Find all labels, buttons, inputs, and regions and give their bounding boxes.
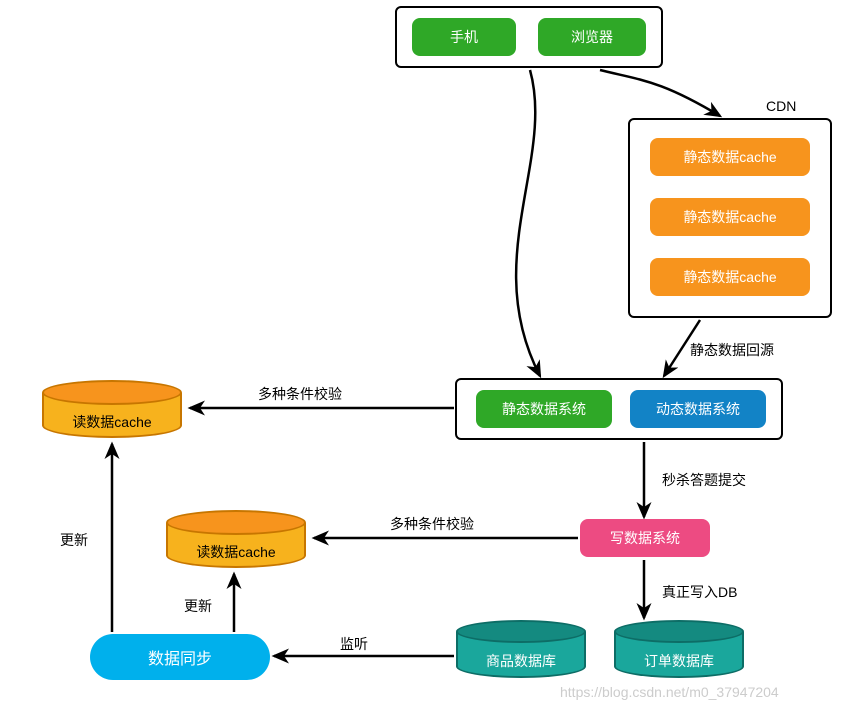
edge-label-systems_to_write: 秒杀答题提交 <box>662 470 746 490</box>
edge-label-cdn_to_systems: 静态数据回源 <box>690 340 774 360</box>
edge-clients_to_systems <box>516 70 540 376</box>
node-dynamic_sys: 动态数据系统 <box>630 390 766 428</box>
cylinder-goods_db: 商品数据库 <box>456 620 586 678</box>
cylinder-order_db: 订单数据库 <box>614 620 744 678</box>
watermark-text: https://blog.csdn.net/m0_37947204 <box>560 684 779 700</box>
cdn-label: CDN <box>766 98 796 114</box>
cylinder-label-goods_db: 商品数据库 <box>456 651 586 671</box>
cylinder-label-read_cache1: 读数据cache <box>42 412 182 432</box>
edge-label-sync_to_cache1: 更新 <box>60 530 88 550</box>
edge-label-write_to_db: 真正写入DB <box>662 582 737 602</box>
edge-browser_to_cdn <box>600 70 720 116</box>
node-phone: 手机 <box>412 18 516 56</box>
node-cache3: 静态数据cache <box>650 258 810 296</box>
node-data_sync: 数据同步 <box>90 634 270 680</box>
cylinder-read_cache1: 读数据cache <box>42 380 182 438</box>
edge-label-systems_to_cache1: 多种条件校验 <box>258 384 342 404</box>
node-cache2: 静态数据cache <box>650 198 810 236</box>
node-static_sys: 静态数据系统 <box>476 390 612 428</box>
cylinder-label-order_db: 订单数据库 <box>614 651 744 671</box>
diagram-stage: CDN 手机浏览器静态数据cache 静态数据cache 静态数据cache 静态数据… <box>0 0 866 702</box>
edge-label-write_to_cache2: 多种条件校验 <box>390 514 474 534</box>
edge-label-sync_to_cache2: 更新 <box>184 596 212 616</box>
node-browser: 浏览器 <box>538 18 646 56</box>
cylinder-label-read_cache2: 读数据cache <box>166 542 306 562</box>
node-write_sys: 写数据系统 <box>580 519 710 557</box>
edge-label-db_to_sync: 监听 <box>340 634 368 654</box>
cylinder-read_cache2: 读数据cache <box>166 510 306 568</box>
node-cache1: 静态数据cache <box>650 138 810 176</box>
